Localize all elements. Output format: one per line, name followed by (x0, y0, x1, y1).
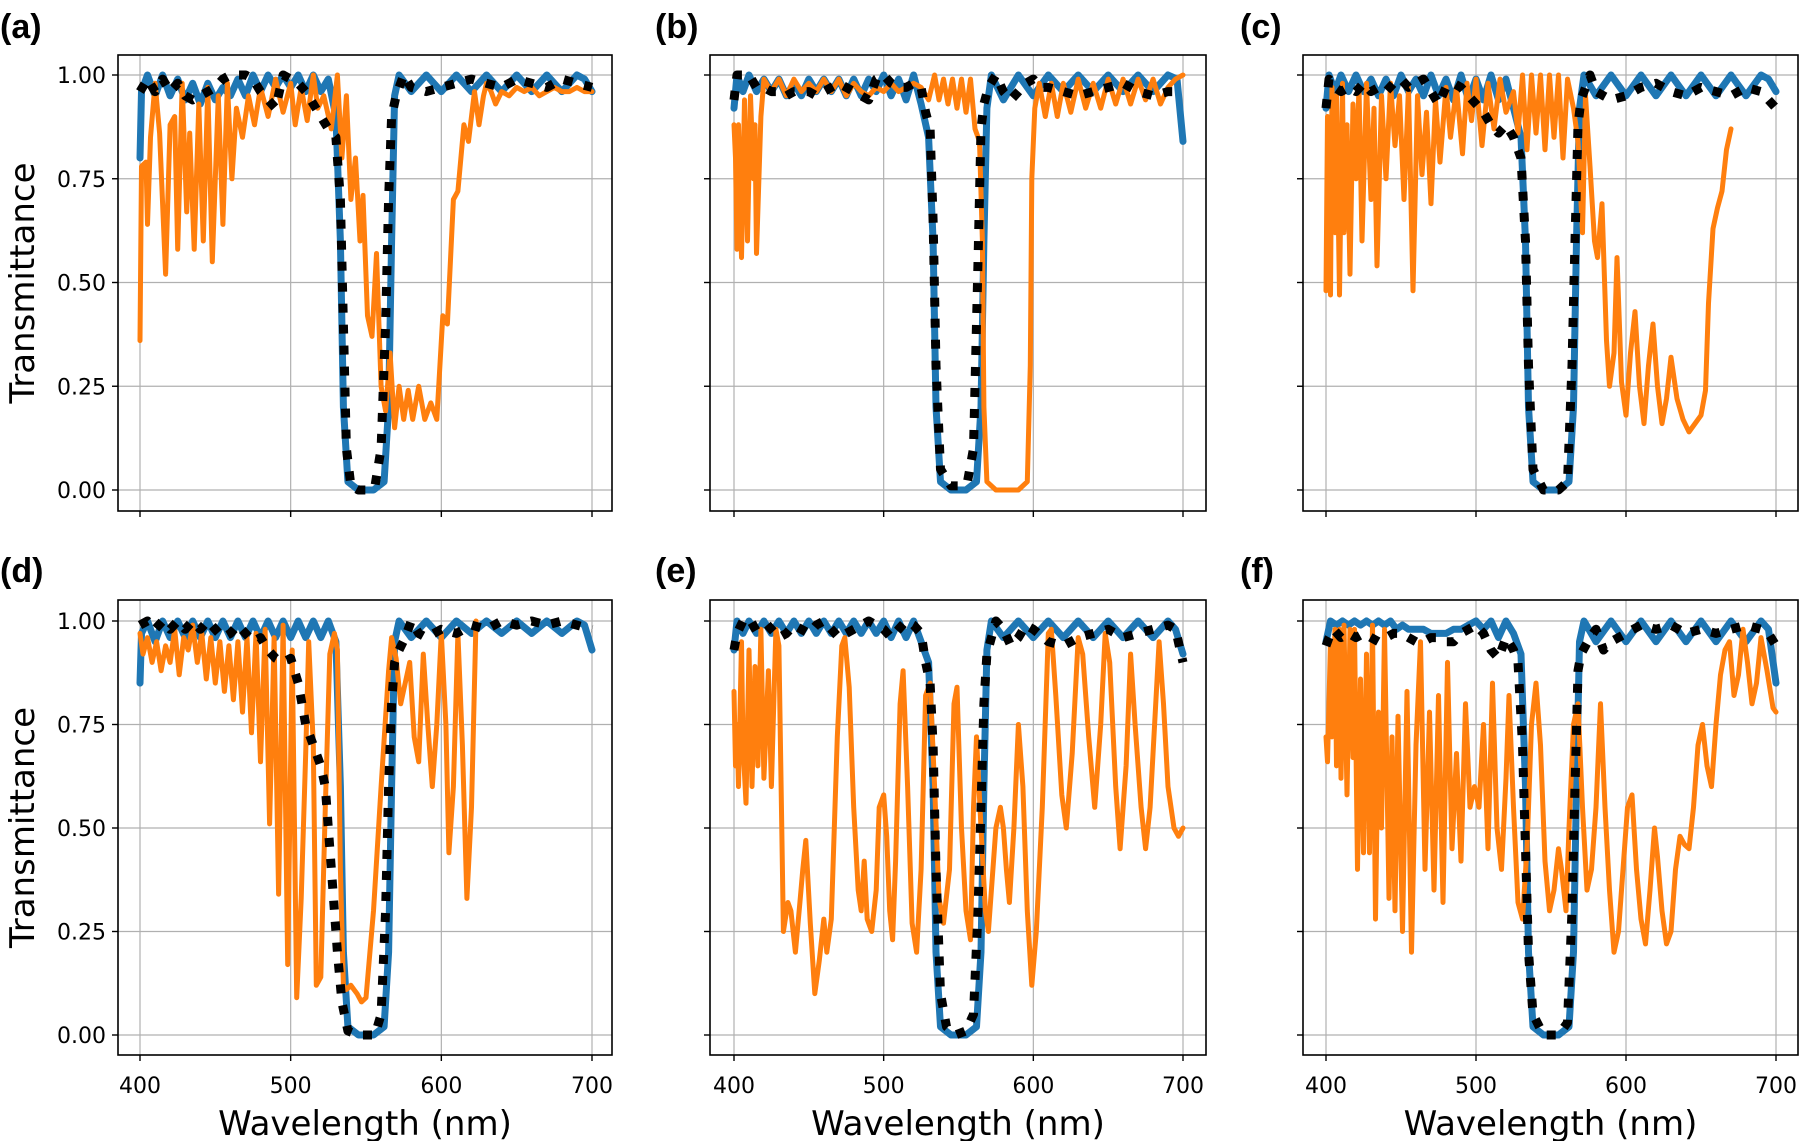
series-line-design (1323, 622, 1779, 955)
panel-c: (c) (1240, 8, 1799, 517)
x-tick-label: 500 (863, 1074, 905, 1099)
y-tick-label: 0.50 (57, 272, 106, 297)
series-line-fit (137, 616, 594, 1040)
series-line-fit (1321, 620, 1780, 1040)
series-line-target (1322, 617, 1780, 1039)
series-line-design (137, 72, 595, 431)
y-tick-label: 0.75 (57, 168, 106, 193)
series-group (1321, 70, 1780, 495)
y-tick-label: 0.50 (57, 817, 106, 842)
panel-f: (f) 400 500 600 700 Wavelength (nm) (1240, 552, 1799, 1141)
panel-label: (d) (0, 552, 43, 590)
grid (710, 55, 1206, 511)
series-group (729, 70, 1187, 494)
y-tick-label: 1.00 (57, 610, 106, 635)
y-tick-label: 0.00 (57, 479, 106, 504)
series-group (729, 616, 1188, 1040)
panel-label: (f) (1240, 552, 1274, 590)
series-line-design (137, 618, 479, 1005)
series-line-design (731, 626, 1186, 997)
panel-label: (b) (655, 8, 698, 46)
y-tick-label: 0.00 (57, 1024, 106, 1049)
x-axis-label: Wavelength (nm) (218, 1104, 512, 1141)
x-tick-label: 600 (420, 1074, 462, 1099)
series-line-fit (729, 70, 1183, 491)
series-group (1321, 617, 1780, 1040)
x-axis-label: Wavelength (nm) (1404, 1104, 1698, 1141)
y-tick-label: 0.25 (57, 921, 106, 946)
series-line-fit (136, 70, 594, 495)
x-tick-label: 600 (1605, 1074, 1647, 1099)
panel-label: (c) (1240, 8, 1282, 46)
panel-a: (a) 0.00 0.25 0.50 0.75 1.00 Transmittance (0, 8, 613, 517)
series-group (136, 70, 596, 495)
y-tick-label: 0.25 (57, 375, 106, 400)
panel-b: (b) (655, 8, 1207, 517)
y-tick-label: 0.75 (57, 714, 106, 739)
x-tick-label: 400 (713, 1074, 755, 1099)
series-line-design (1323, 72, 1734, 435)
y-axis-label: Transmittance (3, 162, 43, 404)
x-tick-label: 700 (571, 1074, 613, 1099)
x-tick-label: 500 (270, 1074, 312, 1099)
y-axis-label: Transmittance (3, 707, 43, 949)
panel-label: (a) (0, 8, 42, 46)
series-line-target (136, 71, 596, 494)
x-tick-label: 700 (1162, 1074, 1204, 1099)
series-line-fit (1321, 70, 1780, 495)
panel-e: (e) 400 500 600 700 Wavelength (nm) (655, 552, 1207, 1141)
panel-d: (d) 400 500 600 700 0.00 0.25 0.50 0.75 1.00 Trans… (0, 552, 613, 1141)
x-axis-label: Wavelength (nm) (811, 1104, 1105, 1141)
x-tick-label: 500 (1455, 1074, 1497, 1099)
x-tick-label: 600 (1012, 1074, 1054, 1099)
series-group (136, 616, 596, 1040)
x-tick-label: 400 (119, 1074, 161, 1099)
panels-group: (a) 0.00 0.25 0.50 0.75 1.00 Transmittance (b) (… (0, 8, 1799, 1141)
x-tick-label: 700 (1755, 1074, 1797, 1099)
panel-label: (e) (655, 552, 697, 590)
x-tick-label: 400 (1305, 1074, 1347, 1099)
y-tick-label: 1.00 (57, 64, 106, 89)
